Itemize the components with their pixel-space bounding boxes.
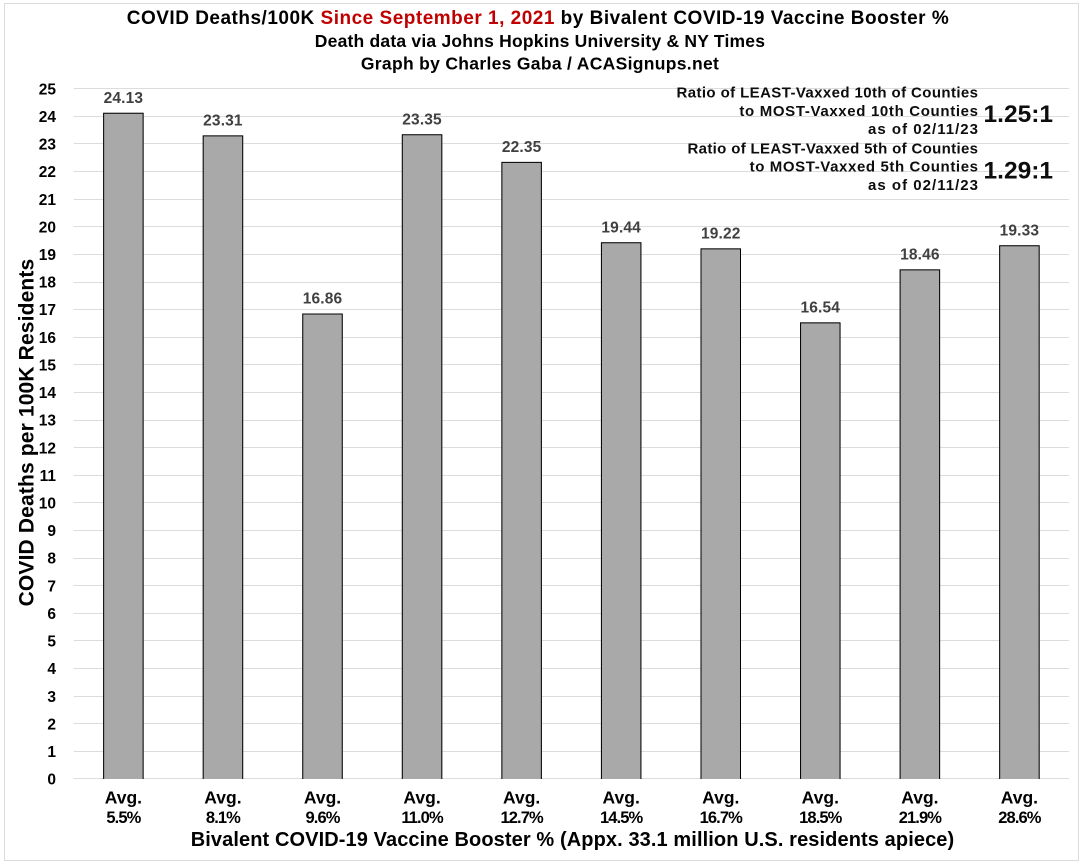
svg-text:14.5%: 14.5%: [600, 809, 644, 827]
svg-text:as of 02/11/23: as of 02/11/23: [868, 177, 978, 194]
svg-text:Avg.: Avg.: [702, 788, 739, 808]
svg-text:16.7%: 16.7%: [700, 809, 744, 827]
svg-text:12: 12: [39, 440, 56, 457]
svg-text:Avg.: Avg.: [802, 788, 839, 808]
svg-text:Death data via Johns Hopkins U: Death data via Johns Hopkins University …: [315, 31, 765, 51]
svg-text:Avg.: Avg.: [901, 788, 938, 808]
svg-text:14: 14: [39, 385, 57, 402]
svg-text:COVID Deaths/100K Since Septem: COVID Deaths/100K Since September 1, 202…: [127, 8, 950, 29]
svg-text:11: 11: [40, 468, 57, 485]
svg-text:12.7%: 12.7%: [500, 809, 544, 827]
svg-text:Avg.: Avg.: [503, 788, 540, 808]
svg-text:5.5%: 5.5%: [106, 809, 141, 827]
svg-text:16.54: 16.54: [801, 300, 841, 317]
svg-text:18.46: 18.46: [900, 247, 940, 264]
svg-text:to MOST-Vaxxed 10th Counties: to MOST-Vaxxed 10th Counties: [739, 103, 978, 120]
svg-text:25: 25: [39, 81, 57, 98]
svg-text:9: 9: [47, 523, 56, 540]
svg-text:2: 2: [47, 716, 56, 733]
svg-text:8: 8: [47, 551, 56, 568]
svg-text:Avg.: Avg.: [603, 788, 640, 808]
svg-text:Avg.: Avg.: [304, 788, 341, 808]
svg-text:COVID Deaths per 100K Resident: COVID Deaths per 100K Residents: [16, 259, 39, 607]
svg-text:13: 13: [39, 413, 57, 430]
svg-text:9.6%: 9.6%: [305, 809, 340, 827]
svg-text:16: 16: [39, 330, 57, 347]
svg-text:Ratio of LEAST-Vaxxed 10th of: Ratio of LEAST-Vaxxed 10th of Counties: [677, 84, 979, 101]
svg-text:23.31: 23.31: [203, 113, 243, 130]
svg-text:6: 6: [47, 606, 56, 623]
svg-text:20: 20: [39, 219, 56, 236]
svg-text:7: 7: [47, 578, 56, 595]
svg-text:to MOST-Vaxxed 5th Counties: to MOST-Vaxxed 5th Counties: [750, 159, 978, 176]
svg-text:18.5%: 18.5%: [799, 809, 843, 827]
svg-text:19.33: 19.33: [1000, 223, 1040, 240]
svg-text:23.35: 23.35: [402, 112, 442, 129]
svg-text:18: 18: [39, 275, 57, 292]
svg-text:1: 1: [47, 744, 56, 761]
svg-text:21.9%: 21.9%: [899, 809, 943, 827]
svg-text:21: 21: [39, 192, 57, 209]
svg-text:5: 5: [47, 634, 56, 651]
svg-text:19.22: 19.22: [701, 226, 741, 243]
svg-text:19: 19: [39, 247, 57, 264]
svg-text:Ratio of LEAST-Vaxxed 5th of C: Ratio of LEAST-Vaxxed 5th of Counties: [688, 140, 979, 157]
svg-text:1.25:1: 1.25:1: [984, 101, 1053, 128]
svg-text:22: 22: [39, 164, 56, 181]
svg-text:Avg.: Avg.: [105, 788, 142, 808]
svg-text:16.86: 16.86: [303, 291, 343, 308]
svg-text:24: 24: [39, 109, 57, 126]
svg-text:23: 23: [39, 137, 57, 154]
svg-text:Bivalent COVID-19 Vaccine Boos: Bivalent COVID-19 Vaccine Booster % (App…: [191, 829, 955, 851]
svg-text:17: 17: [39, 302, 56, 319]
svg-text:11.0%: 11.0%: [401, 809, 444, 827]
svg-text:Graph by Charles Gaba / ACASig: Graph by Charles Gaba / ACASignups.net: [361, 53, 719, 73]
svg-text:15: 15: [39, 357, 57, 374]
svg-text:1.29:1: 1.29:1: [984, 158, 1053, 185]
svg-text:4: 4: [47, 661, 56, 678]
svg-text:24.13: 24.13: [104, 90, 144, 107]
svg-text:22.35: 22.35: [502, 139, 542, 156]
svg-text:Avg.: Avg.: [204, 788, 241, 808]
svg-text:28.6%: 28.6%: [998, 809, 1042, 827]
svg-text:0: 0: [47, 772, 56, 789]
svg-text:10: 10: [39, 496, 56, 513]
svg-text:Avg.: Avg.: [403, 788, 440, 808]
svg-text:8.1%: 8.1%: [206, 809, 241, 827]
svg-text:as of 02/11/23: as of 02/11/23: [868, 121, 978, 138]
svg-text:19.44: 19.44: [601, 219, 641, 236]
svg-text:3: 3: [47, 689, 56, 706]
svg-text:Avg.: Avg.: [1001, 788, 1038, 808]
